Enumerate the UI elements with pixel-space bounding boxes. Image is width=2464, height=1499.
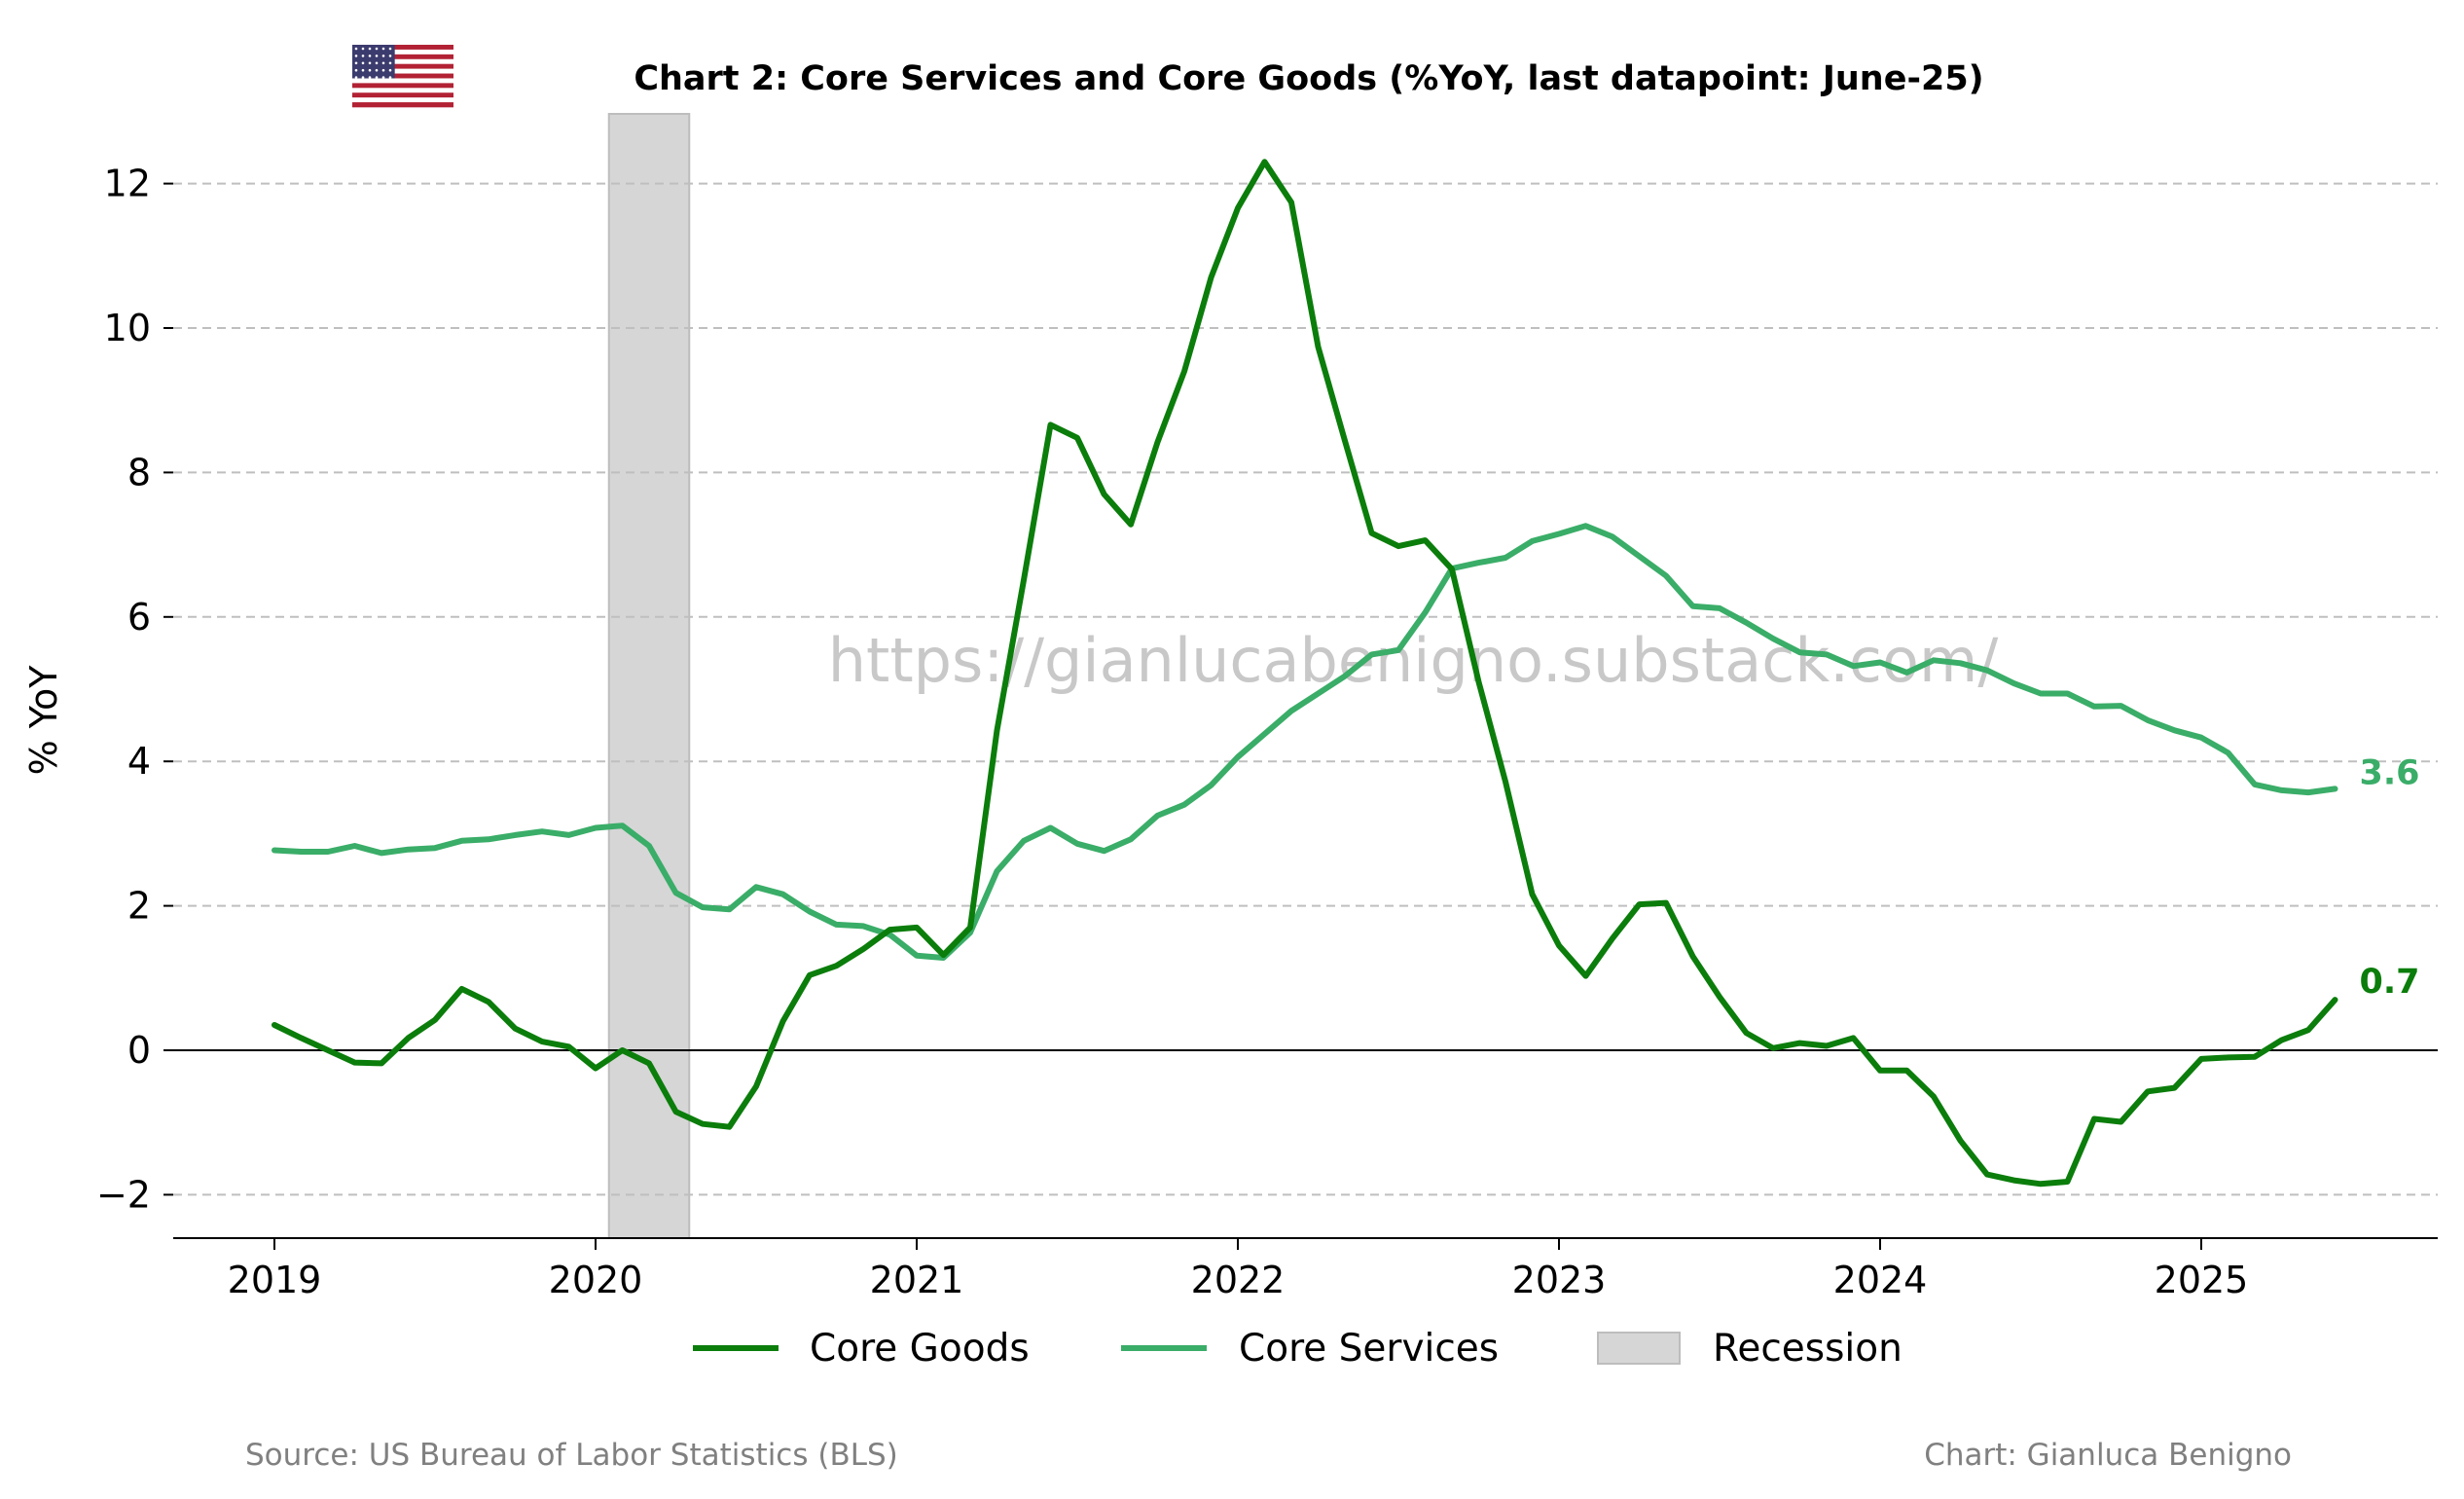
core-goods-end-label: 0.7	[2360, 963, 2420, 1002]
y-tick-label: 2	[127, 885, 151, 928]
legend: Core Goods Core Services Recession	[693, 1327, 1902, 1371]
x-tick-label: 2022	[1191, 1259, 1286, 1301]
us-flag-icon	[352, 45, 453, 108]
chart-title: Chart 2: Core Services and Core Goods (%…	[634, 59, 1983, 98]
x-tick-label: 2021	[870, 1259, 964, 1301]
y-axis-label: % YoY	[22, 665, 65, 776]
y-gridlines	[173, 182, 2438, 1196]
y-tick-label: 12	[104, 163, 151, 205]
y-tick-label: 4	[127, 740, 151, 783]
y-tick-label: 0	[127, 1029, 151, 1072]
x-tick-label: 2025	[2155, 1259, 2249, 1301]
y-tick-label: −2	[96, 1173, 151, 1216]
core-services-line	[272, 523, 2338, 961]
core-goods-line	[272, 159, 2338, 1188]
x-tick-label: 2023	[1512, 1259, 1607, 1301]
y-tick-label: 10	[104, 307, 151, 349]
source-note: Source: US Bureau of Labor Statistics (B…	[245, 1438, 898, 1473]
x-tick-label: 2024	[1833, 1259, 1928, 1301]
y-axis: −2 0 2 4 6 8 10 12	[96, 163, 173, 1216]
watermark: https://gianlucabenigno.substack.com/	[828, 625, 1999, 696]
y-tick-label: 8	[127, 451, 151, 494]
legend-swatch-recession	[1597, 1332, 1681, 1365]
legend-label-core-services: Core Services	[1239, 1327, 1499, 1371]
legend-label-recession: Recession	[1713, 1327, 1902, 1371]
legend-label-core-goods: Core Goods	[810, 1327, 1030, 1371]
core-services-end-label: 3.6	[2360, 753, 2420, 792]
chart-credit: Chart: Gianluca Benigno	[1924, 1438, 2292, 1473]
x-tick-label: 2020	[549, 1259, 643, 1301]
recession-band	[607, 113, 691, 1239]
y-tick-label: 6	[127, 596, 151, 639]
x-axis: 2019 2020 2021 2022 2023 2024 2025	[228, 1238, 2249, 1301]
x-tick-label: 2019	[228, 1259, 322, 1301]
